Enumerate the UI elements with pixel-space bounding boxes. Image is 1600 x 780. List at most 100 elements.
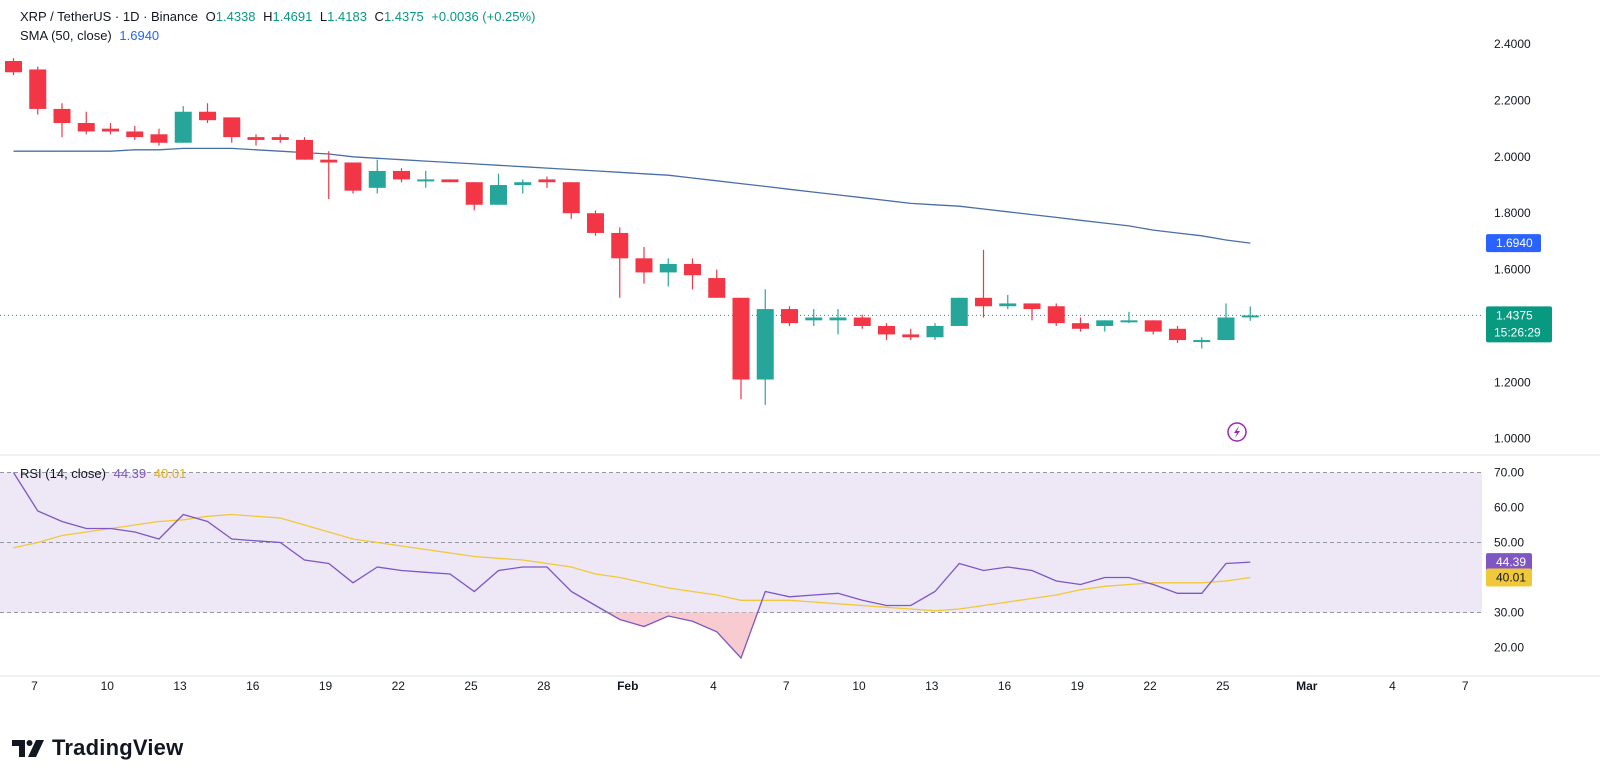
change-value: +0.0036 (+0.25%) bbox=[431, 9, 536, 24]
rsi-oversold-fill bbox=[607, 612, 758, 658]
price-axis-tick: 2.4000 bbox=[1494, 37, 1531, 51]
candle-body bbox=[441, 179, 459, 183]
candle-body bbox=[199, 111, 216, 121]
rsi-value: 44.39 bbox=[113, 466, 147, 481]
time-axis-tick: 7 bbox=[783, 679, 790, 693]
candle-body bbox=[1023, 303, 1041, 310]
candle-body bbox=[126, 131, 144, 138]
candle-body bbox=[1217, 317, 1235, 341]
candle-body bbox=[538, 179, 556, 183]
time-axis-tick: 10 bbox=[852, 679, 866, 693]
candle-body bbox=[1193, 340, 1211, 343]
candle-body bbox=[5, 61, 22, 73]
candle-body bbox=[756, 309, 774, 380]
countdown-text: 15:26:29 bbox=[1494, 325, 1541, 339]
candle-body bbox=[902, 334, 920, 338]
time-axis-tick: 25 bbox=[1216, 679, 1230, 693]
candle-body bbox=[102, 128, 119, 132]
candle-body bbox=[514, 182, 532, 186]
candle-body bbox=[587, 213, 604, 233]
candle-body bbox=[150, 134, 168, 143]
low-value: 1.4183 bbox=[327, 9, 367, 24]
price-axis-tick: 1.6000 bbox=[1494, 263, 1531, 277]
candle-body bbox=[950, 297, 968, 326]
rsi-value-tag bbox=[1486, 553, 1532, 572]
rsi-ma-value: 40.01 bbox=[153, 466, 187, 481]
time-axis-tick: 19 bbox=[319, 679, 333, 693]
time-axis-tick: 13 bbox=[925, 679, 939, 693]
time-axis-tick: Feb bbox=[617, 679, 638, 693]
rsi-ma-tag-text: 40.01 bbox=[1496, 570, 1526, 584]
candle-body bbox=[878, 325, 895, 335]
candle-body bbox=[465, 182, 483, 205]
open-value: 1.4338 bbox=[215, 9, 256, 24]
rsi-ma-tag bbox=[1486, 568, 1532, 587]
candle-body bbox=[1096, 320, 1114, 326]
candle-body bbox=[1047, 306, 1065, 324]
rsi-band-fill bbox=[0, 472, 1482, 613]
tradingview-brand: TradingView bbox=[12, 735, 183, 761]
candle-body bbox=[368, 170, 386, 188]
candle-body bbox=[247, 137, 265, 140]
time-axis-tick: 16 bbox=[998, 679, 1012, 693]
candle-body bbox=[781, 309, 798, 324]
candle-body bbox=[77, 123, 95, 132]
high-label: H bbox=[263, 9, 273, 24]
rsi-axis-tick: 70.00 bbox=[1494, 466, 1524, 480]
time-axis-tick: 22 bbox=[392, 679, 406, 693]
rsi-axis-tick: 30.00 bbox=[1494, 606, 1524, 620]
candle-body bbox=[805, 317, 823, 321]
time-axis-tick: 4 bbox=[710, 679, 717, 693]
price-axis-tick: 2.2000 bbox=[1494, 93, 1531, 107]
price-axis-tick: 1.8000 bbox=[1494, 206, 1531, 220]
last-price-tag bbox=[1486, 306, 1552, 343]
candle-body bbox=[271, 137, 289, 140]
candle-body bbox=[684, 263, 701, 276]
rsi-label: RSI (14, close) bbox=[20, 466, 106, 481]
close-value: 1.4375 bbox=[383, 9, 424, 24]
candle-body bbox=[1241, 315, 1259, 318]
rsi-axis-tick: 20.00 bbox=[1494, 641, 1524, 655]
sma-price-tag bbox=[1486, 234, 1541, 253]
candle-body bbox=[53, 108, 71, 124]
tradingview-logo-icon bbox=[12, 740, 44, 757]
time-axis-tick: Mar bbox=[1296, 679, 1318, 693]
candle-body bbox=[296, 139, 313, 160]
open-label: O bbox=[205, 9, 216, 24]
sma-50-line bbox=[13, 147, 1251, 244]
lightning-glyph bbox=[1234, 426, 1240, 438]
time-axis-tick: 25 bbox=[464, 679, 478, 693]
close-label: C bbox=[374, 9, 384, 24]
symbol-legend: XRP / TetherUS · 1D · Binance O1.4338 H1… bbox=[20, 9, 535, 24]
candle-body bbox=[926, 325, 944, 338]
candle-body bbox=[344, 162, 362, 191]
candle-body bbox=[417, 179, 435, 182]
time-axis-tick: 7 bbox=[31, 679, 38, 693]
candle-body bbox=[611, 232, 629, 259]
sma-value: 1.6940 bbox=[119, 28, 160, 43]
brand-name: TradingView bbox=[52, 735, 184, 760]
sma-label: SMA (50, close) bbox=[20, 28, 112, 43]
price-axis-tick: 1.2000 bbox=[1494, 375, 1531, 389]
candle-body bbox=[853, 317, 871, 326]
time-axis-tick: 28 bbox=[537, 679, 551, 693]
rsi-line bbox=[12, 472, 1251, 660]
candle-body bbox=[320, 159, 338, 163]
candle-body bbox=[829, 317, 847, 321]
last-price-tag-text: 1.4375 bbox=[1496, 308, 1533, 322]
rsi-axis-tick: 50.00 bbox=[1494, 536, 1524, 550]
sma-price-tag-text: 1.6940 bbox=[1496, 236, 1533, 250]
time-axis-tick: 7 bbox=[1462, 679, 1469, 693]
rsi-ma-line bbox=[13, 513, 1251, 612]
candle-body bbox=[975, 297, 992, 307]
rsi-legend: RSI (14, close) 44.39 40.01 bbox=[20, 466, 186, 481]
candle-body bbox=[1144, 320, 1162, 332]
candle-body bbox=[490, 185, 507, 205]
rsi-value-tag-text: 44.39 bbox=[1496, 555, 1526, 569]
candle-body bbox=[1169, 328, 1186, 341]
sma-legend: SMA (50, close) 1.6940 bbox=[20, 28, 159, 43]
price-axis-tick: 2.0000 bbox=[1494, 150, 1531, 164]
time-axis-tick: 10 bbox=[101, 679, 115, 693]
candle-body bbox=[1072, 323, 1089, 329]
candle-body bbox=[29, 69, 47, 109]
